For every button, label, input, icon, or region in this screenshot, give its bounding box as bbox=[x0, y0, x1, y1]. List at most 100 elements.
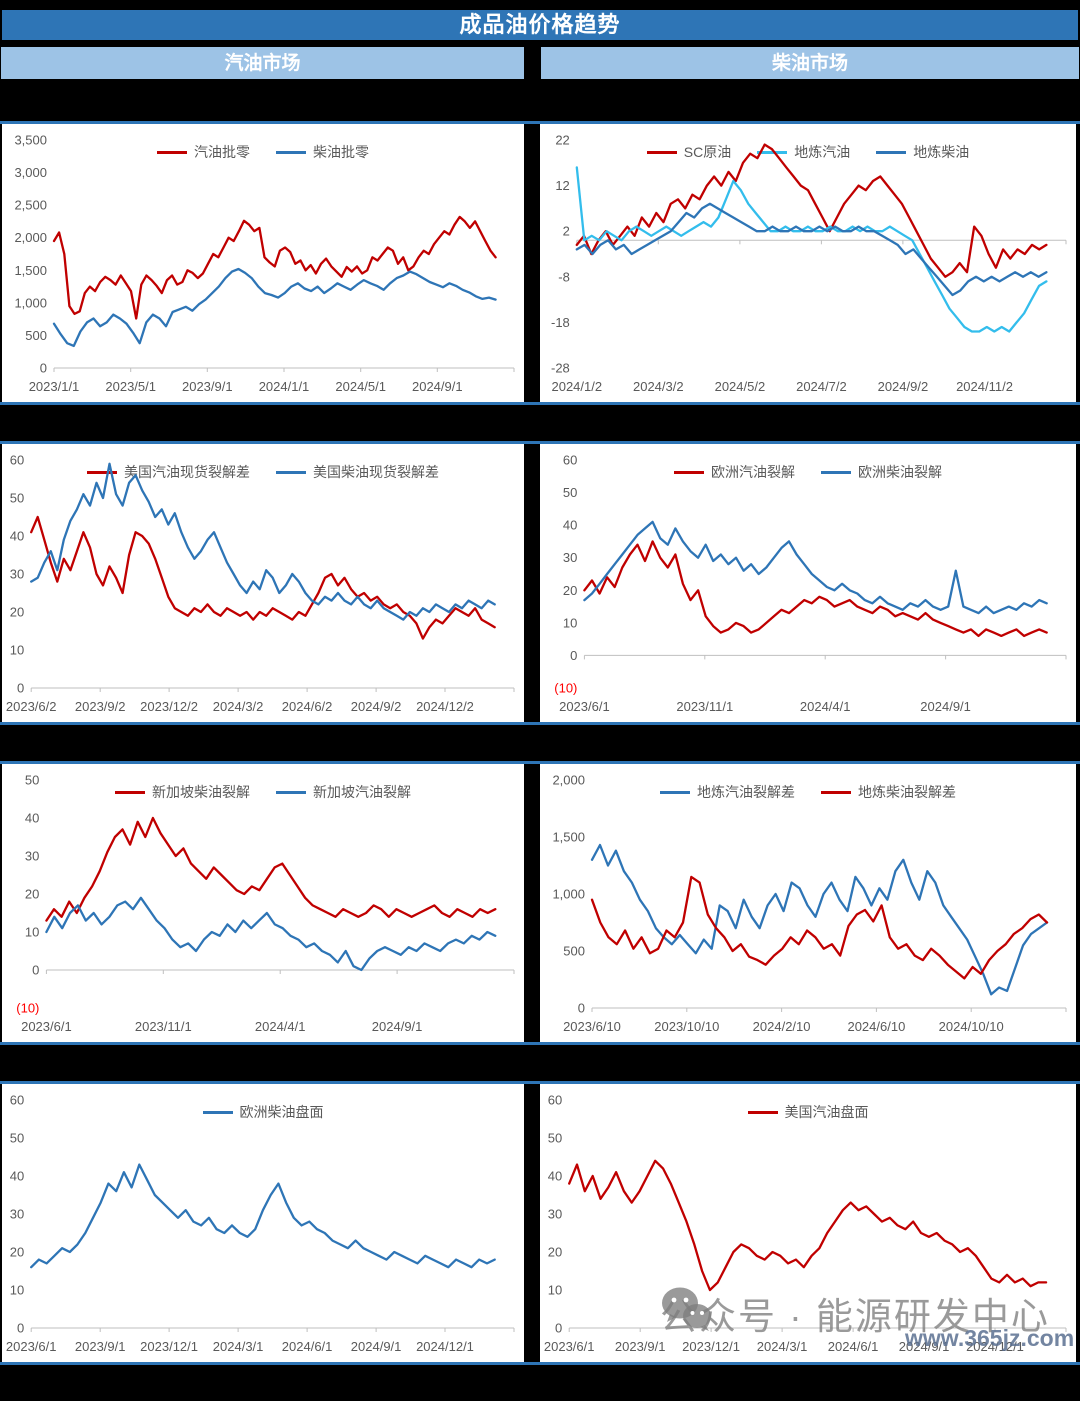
y-axis-label: 20 bbox=[10, 605, 24, 620]
line-series bbox=[590, 875, 1049, 980]
y-axis-label: 1,000 bbox=[14, 295, 47, 310]
chart-panel-sc-crude-refinery: SC原油 地炼汽油 地炼柴油 2024/1/2 2024/3/2 2024/5/2 2024… bbox=[540, 124, 1076, 402]
x-axis-label: 2024/5/1 bbox=[335, 379, 386, 394]
line-series bbox=[45, 816, 497, 922]
y-axis-label: 10 bbox=[10, 1283, 24, 1298]
y-axis-label: 3,000 bbox=[14, 165, 47, 180]
x-axis-label: 2024/12/1 bbox=[416, 1339, 474, 1354]
y-axis-label: 2,500 bbox=[14, 198, 47, 213]
y-axis-label: 2 bbox=[563, 224, 570, 239]
y-axis-label: 0 bbox=[555, 1321, 562, 1336]
line-series bbox=[568, 1159, 1048, 1292]
x-axis-label: 2024/7/2 bbox=[796, 379, 847, 394]
x-axis-label: 2023/6/1 bbox=[21, 1019, 72, 1034]
wechat-watermark-text: 公众号 · 能源研发中心 bbox=[660, 1296, 1050, 1337]
chart-panel-gasoline-diesel-wholesale: 汽油批零 柴油批零 2023/1/1 2023/5/1 2023/9/1 2024/1/1… bbox=[2, 124, 524, 402]
y-axis-label: 20 bbox=[563, 583, 577, 598]
y-axis-label: 30 bbox=[548, 1207, 562, 1222]
y-axis-label: 30 bbox=[10, 567, 24, 582]
x-axis-label: 2024/6/1 bbox=[828, 1339, 879, 1354]
line-series bbox=[52, 267, 497, 348]
chart-panel-singapore-crack: 新加坡柴油裂解 新加坡汽油裂解 2023/6/1 2023/11/1 2024/4/1 2… bbox=[2, 764, 524, 1042]
chart-panel-europe-diesel-futures: 欧洲柴油盘面 2023/6/1 2023/9/1 2023/12/1 2024/3/1 2… bbox=[2, 1084, 524, 1362]
wechat-icon bbox=[662, 1287, 711, 1331]
y-axis-label: 10 bbox=[10, 643, 24, 658]
y-axis-label: 0 bbox=[32, 963, 39, 978]
y-axis-label: 12 bbox=[555, 178, 569, 193]
column-headers: 汽油市场 柴油市场 bbox=[0, 46, 1080, 80]
x-axis-label: 2023/10/10 bbox=[654, 1019, 719, 1034]
chart-plot: 2023/6/1 2023/11/1 2024/4/1 2024/9/1 (10) 0 10… bbox=[554, 453, 1067, 714]
x-axis-label: 2023/12/1 bbox=[140, 1339, 198, 1354]
x-axis-label: 2024/9/1 bbox=[351, 1339, 402, 1354]
column-header-gasoline: 汽油市场 bbox=[0, 46, 525, 80]
page-title: 成品油价格趋势 bbox=[0, 8, 1080, 42]
line-series bbox=[590, 843, 1049, 996]
chart-plot: 2023/6/1 2023/9/1 2023/12/1 2024/3/1 2024/6/… bbox=[6, 1093, 515, 1354]
x-axis-label: 2024/9/1 bbox=[372, 1019, 423, 1034]
chart-plot: 2024/1/2 2024/3/2 2024/5/2 2024/7/2 2024/9/2… bbox=[551, 133, 1067, 394]
x-axis-label: 2023/9/1 bbox=[75, 1339, 126, 1354]
y-axis-label: 10 bbox=[563, 615, 577, 630]
line-series bbox=[30, 515, 496, 640]
line-series bbox=[45, 896, 497, 972]
y-axis-label: 20 bbox=[548, 1245, 562, 1260]
line-series bbox=[30, 462, 496, 621]
x-axis-label: 2024/12/2 bbox=[416, 699, 474, 714]
x-axis-label: 2023/1/1 bbox=[29, 379, 80, 394]
x-axis-label: 2024/9/2 bbox=[351, 699, 402, 714]
y-axis-label: -8 bbox=[558, 269, 570, 284]
y-axis-label: (10) bbox=[16, 1001, 39, 1016]
x-axis-label: 2023/9/1 bbox=[182, 379, 233, 394]
y-axis-label: 30 bbox=[25, 849, 39, 864]
y-axis-label: 40 bbox=[563, 518, 577, 533]
x-axis-label: 2023/11/1 bbox=[135, 1019, 192, 1034]
x-axis-label: 2024/9/1 bbox=[899, 1339, 950, 1354]
y-axis-label: 30 bbox=[563, 550, 577, 565]
chart-panel-europe-crack: 欧洲汽油裂解 欧洲柴油裂解 2023/6/1 2023/11/1 2024/4/1 202… bbox=[540, 444, 1076, 722]
x-axis-label: 2023/11/1 bbox=[676, 699, 733, 714]
line-series bbox=[583, 520, 1048, 615]
x-axis-label: 2023/6/1 bbox=[544, 1339, 595, 1354]
line-series bbox=[575, 202, 1048, 297]
wechat-watermark: 公众号 · 能源研发中心 bbox=[660, 1286, 1050, 1340]
x-axis-label: 2024/3/2 bbox=[633, 379, 684, 394]
y-axis-label: 40 bbox=[10, 1169, 24, 1184]
chart-plot: 2023/6/10 2023/10/10 2024/2/10 2024/6/10 202… bbox=[552, 773, 1067, 1034]
charts-row-2: 美国汽油现货裂解差 美国柴油现货裂解差 2023/6/2 2023/9/2 2023/1… bbox=[0, 441, 1080, 725]
y-axis-label: 3,500 bbox=[14, 133, 47, 148]
x-axis-label: 2024/11/2 bbox=[956, 379, 1013, 394]
y-axis-label: 0 bbox=[40, 361, 47, 376]
y-axis-label: 22 bbox=[555, 133, 569, 148]
y-axis-label: 2,000 bbox=[552, 773, 585, 788]
charts-grid: 汽油批零 柴油批零 2023/1/1 2023/5/1 2023/9/1 2024/1/1… bbox=[0, 121, 1080, 1401]
x-axis-label: 2023/12/1 bbox=[682, 1339, 740, 1354]
line-series bbox=[52, 215, 497, 320]
y-axis-label: 0 bbox=[570, 648, 577, 663]
y-axis-label: 50 bbox=[10, 491, 24, 506]
column-header-diesel: 柴油市场 bbox=[540, 46, 1080, 80]
y-axis-label: 50 bbox=[563, 485, 577, 500]
y-axis-label: 60 bbox=[10, 453, 24, 468]
x-axis-label: 2024/9/1 bbox=[920, 699, 971, 714]
x-axis-label: 2024/6/1 bbox=[282, 1339, 333, 1354]
x-axis-label: 2024/9/2 bbox=[878, 379, 929, 394]
x-axis-label: 2023/6/2 bbox=[6, 699, 57, 714]
x-axis-label: 2024/4/1 bbox=[800, 699, 851, 714]
y-axis-label: 10 bbox=[25, 925, 39, 940]
line-series bbox=[575, 166, 1048, 333]
y-axis-label: 60 bbox=[563, 453, 577, 468]
chart-plot: 2023/6/2 2023/9/2 2023/12/2 2024/3/2 2024/6/… bbox=[6, 453, 515, 714]
y-axis-label: 2,000 bbox=[14, 230, 47, 245]
line-series bbox=[575, 143, 1048, 278]
y-axis-label: 0 bbox=[578, 1001, 585, 1016]
x-axis-label: 2024/3/1 bbox=[213, 1339, 264, 1354]
x-axis-label: 2024/3/2 bbox=[213, 699, 264, 714]
chart-plot: 2023/6/1 2023/11/1 2024/4/1 2024/9/1 (10) 0 10… bbox=[16, 773, 515, 1034]
x-axis-label: 2023/9/2 bbox=[75, 699, 126, 714]
x-axis-label: 2023/6/10 bbox=[563, 1019, 621, 1034]
x-axis-label: 2024/1/1 bbox=[259, 379, 310, 394]
x-axis-label: 2024/4/1 bbox=[255, 1019, 306, 1034]
y-axis-label: 500 bbox=[25, 328, 47, 343]
x-axis-label: 2024/6/2 bbox=[282, 699, 333, 714]
